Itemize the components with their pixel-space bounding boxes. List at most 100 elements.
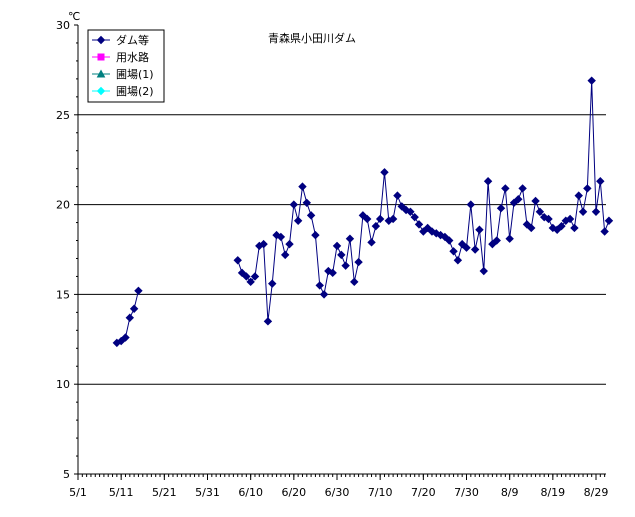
data-point bbox=[552, 225, 562, 234]
data-point bbox=[311, 230, 320, 240]
legend-label: 圃場(1) bbox=[116, 68, 154, 81]
data-point bbox=[332, 241, 342, 251]
data-point bbox=[470, 245, 480, 254]
y-tick-label: 30 bbox=[56, 19, 70, 32]
data-point bbox=[341, 261, 350, 270]
data-point bbox=[375, 214, 385, 224]
data-point bbox=[475, 225, 484, 234]
data-point bbox=[125, 313, 135, 322]
grid-lines bbox=[78, 114, 606, 385]
data-point bbox=[319, 290, 329, 299]
data-point bbox=[280, 250, 290, 260]
y-tick-label: 15 bbox=[56, 288, 70, 301]
data-point bbox=[298, 182, 307, 191]
data-point bbox=[483, 177, 493, 186]
data-point bbox=[449, 247, 458, 256]
data-point bbox=[259, 239, 268, 249]
data-point bbox=[388, 214, 398, 224]
data-point bbox=[306, 211, 316, 220]
data-point bbox=[371, 221, 381, 231]
data-point bbox=[578, 207, 588, 216]
x-tick-label: 6/10 bbox=[238, 486, 263, 499]
data-point bbox=[565, 214, 575, 224]
data-point bbox=[514, 195, 523, 204]
data-point bbox=[419, 227, 428, 236]
legend-label: ダム等 bbox=[116, 33, 149, 47]
x-tick-label: 8/29 bbox=[584, 486, 609, 499]
data-point bbox=[509, 198, 519, 208]
y-tick-label: 25 bbox=[56, 109, 70, 122]
data-point bbox=[457, 239, 467, 249]
data-point bbox=[350, 277, 359, 287]
x-tick-label: 5/31 bbox=[195, 486, 220, 499]
data-point bbox=[522, 220, 532, 229]
data-point bbox=[492, 236, 501, 245]
data-point bbox=[410, 212, 419, 222]
data-point bbox=[445, 236, 454, 245]
x-tick-label: 6/20 bbox=[281, 486, 306, 499]
data-point bbox=[263, 317, 273, 326]
data-point bbox=[535, 207, 545, 216]
data-point bbox=[289, 200, 299, 209]
data-point bbox=[328, 268, 337, 278]
data-point bbox=[501, 184, 510, 193]
data-point bbox=[488, 239, 497, 249]
data-point bbox=[544, 214, 553, 224]
data-point bbox=[276, 232, 286, 242]
legend-label: 圃場(2) bbox=[116, 85, 154, 98]
data-point bbox=[423, 223, 432, 233]
x-tick-label: 5/21 bbox=[152, 486, 177, 499]
data-point bbox=[393, 191, 402, 200]
data-point bbox=[233, 256, 242, 265]
legend-marker bbox=[96, 86, 106, 96]
series-layer bbox=[112, 76, 614, 348]
y-tick-label: 5 bbox=[63, 468, 70, 481]
x-tick-label: 5/1 bbox=[69, 486, 87, 499]
data-point bbox=[242, 272, 251, 281]
data-point bbox=[246, 277, 255, 287]
data-point bbox=[570, 223, 579, 233]
y-tick-label: 20 bbox=[56, 199, 70, 212]
y-tick-label: 10 bbox=[56, 378, 70, 391]
x-tick-label: 7/10 bbox=[368, 486, 393, 499]
data-point bbox=[337, 250, 346, 260]
data-point bbox=[591, 207, 601, 216]
data-point bbox=[496, 203, 506, 213]
data-point bbox=[479, 266, 488, 276]
data-point bbox=[302, 198, 311, 208]
unit-label: ℃ bbox=[68, 10, 80, 23]
data-point bbox=[596, 177, 605, 186]
data-point bbox=[397, 202, 406, 211]
data-point bbox=[116, 336, 126, 346]
x-tick-label: 6/30 bbox=[325, 486, 350, 499]
data-point bbox=[414, 220, 424, 229]
legend-marker bbox=[96, 35, 106, 45]
data-point bbox=[315, 281, 324, 290]
data-point bbox=[380, 168, 389, 177]
data-point bbox=[587, 76, 596, 85]
data-point bbox=[453, 256, 463, 265]
data-point bbox=[505, 234, 514, 243]
x-tick-label: 7/20 bbox=[411, 486, 436, 499]
data-point bbox=[237, 268, 247, 278]
legend-label: 用水路 bbox=[116, 51, 149, 64]
x-tick-label: 8/9 bbox=[501, 486, 519, 499]
data-point bbox=[268, 279, 277, 288]
data-point bbox=[358, 211, 368, 220]
data-point bbox=[557, 221, 566, 231]
data-point bbox=[354, 257, 363, 267]
legend-marker bbox=[96, 69, 106, 78]
data-point bbox=[440, 232, 450, 242]
data-point bbox=[462, 243, 471, 252]
data-point bbox=[583, 184, 592, 193]
axes: 5 10 15 20 25 30 5/1 5/11 5/21 5/31 6/10 6/20 6/30 7/… bbox=[56, 19, 608, 499]
legend-marker bbox=[97, 53, 105, 61]
data-point bbox=[466, 200, 476, 209]
x-tick-label: 7/30 bbox=[454, 486, 479, 499]
data-point bbox=[600, 227, 609, 236]
data-point bbox=[406, 207, 415, 216]
data-point bbox=[604, 216, 614, 225]
data-point bbox=[574, 191, 583, 200]
data-point bbox=[345, 234, 355, 243]
